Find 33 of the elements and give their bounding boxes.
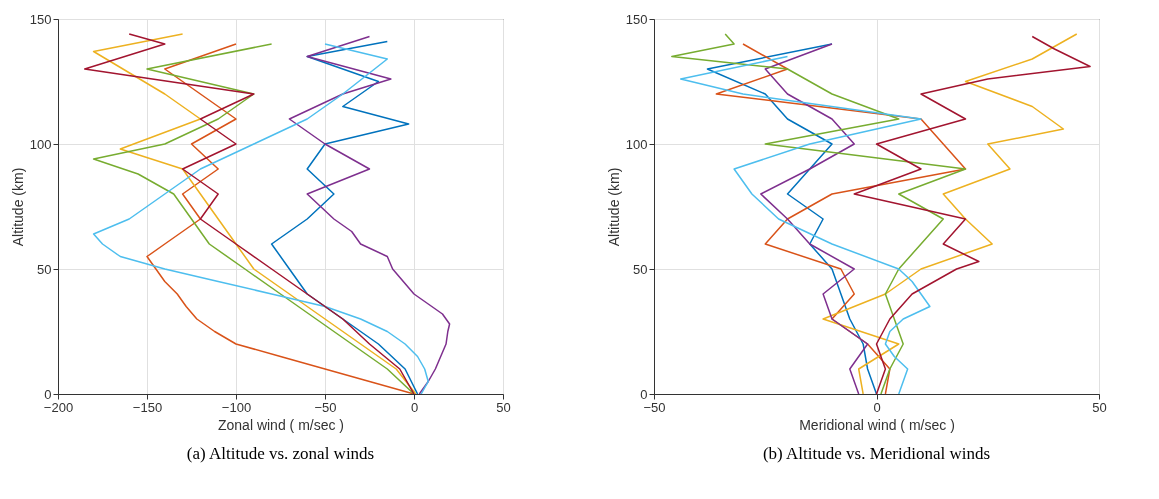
y-tick-label: 100 xyxy=(625,136,648,152)
x-axis-title: Zonal wind ( m/sec ) xyxy=(217,416,345,433)
line-series xyxy=(822,33,1078,394)
line-series xyxy=(853,35,1091,394)
line-series xyxy=(288,35,451,394)
line-series xyxy=(146,43,415,394)
line-series xyxy=(715,43,967,394)
x-tick-label: −50 xyxy=(643,399,666,415)
x-tick-label: −200 xyxy=(43,399,74,415)
line-series xyxy=(760,43,869,394)
x-tick-label: 50 xyxy=(496,399,511,415)
line-series xyxy=(679,55,931,394)
y-tick-label: 0 xyxy=(640,386,648,402)
y-tick-label: 150 xyxy=(29,11,52,27)
x-tick-label: −100 xyxy=(221,399,252,415)
x-tick-label: 50 xyxy=(1092,399,1107,415)
y-axis-title: Altitude (km) xyxy=(9,167,26,247)
x-tick-label: 0 xyxy=(873,399,881,415)
x-tick-label: −150 xyxy=(132,399,163,415)
y-axis-title: Altitude (km) xyxy=(605,167,622,247)
line-series xyxy=(706,43,878,394)
text: (b) Altitude vs. Meridional winds xyxy=(762,444,991,463)
y-tick-label: 100 xyxy=(29,136,52,152)
y-tick-label: 50 xyxy=(633,261,648,277)
line-series xyxy=(671,33,967,394)
x-tick-label: −50 xyxy=(314,399,337,415)
text: (a) Altitude vs. zonal winds xyxy=(186,444,375,463)
y-tick-label: 50 xyxy=(37,261,52,277)
x-tick-label: 0 xyxy=(410,399,419,415)
y-tick-label: 0 xyxy=(44,386,52,402)
line-series xyxy=(270,40,419,394)
y-tick-label: 150 xyxy=(625,11,648,27)
x-axis-title: Meridional wind ( m/sec ) xyxy=(799,416,955,433)
